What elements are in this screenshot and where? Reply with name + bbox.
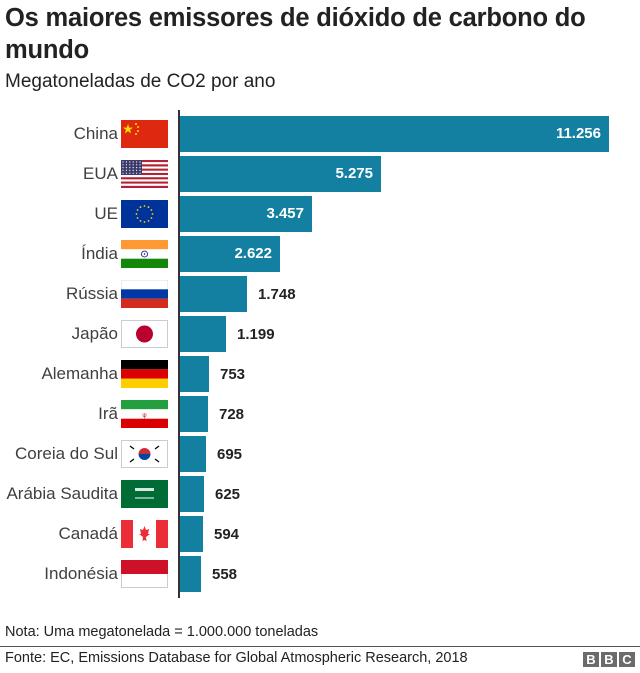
value-label: 695 (217, 446, 243, 463)
japan-flag-icon (121, 320, 168, 348)
value-label: 1.748 (258, 286, 296, 303)
bbc-logo-letter: C (619, 652, 635, 667)
bar-row: Canadá 594 (0, 516, 640, 556)
bar-row: Japão 1.199 (0, 316, 640, 356)
bar (180, 436, 206, 472)
source-text: Fonte: EC, Emissions Database for Global… (5, 650, 468, 666)
bar-row: UE 3.457 (0, 196, 640, 236)
bar-row: Indonésia 558 (0, 556, 640, 596)
bar (180, 516, 203, 552)
category-label: UE (94, 204, 118, 223)
bar (180, 116, 609, 152)
value-label: 558 (212, 566, 238, 583)
bar (180, 276, 247, 312)
category-label: Rússia (66, 284, 118, 303)
eu-flag-icon (121, 200, 168, 228)
value-label: 3.457 (266, 205, 304, 222)
value-label: 625 (215, 486, 241, 503)
bar (180, 236, 280, 272)
bar (180, 396, 208, 432)
indonesia-flag-icon (121, 560, 168, 588)
bar-row: EUA 5.275 (0, 156, 640, 196)
bar (180, 156, 381, 192)
value-label: 594 (214, 526, 240, 543)
bbc-logo-letter: B (583, 652, 599, 667)
bbc-logo-letter: B (601, 652, 617, 667)
bar-row: Índia 2.622 (0, 236, 640, 276)
bar-row: Arábia Saudita 625 (0, 476, 640, 516)
value-label: 5.275 (335, 165, 373, 182)
category-label: Irã (98, 404, 118, 423)
category-label: Coreia do Sul (14, 444, 118, 463)
bar (180, 356, 209, 392)
bar-row: Alemanha 753 (0, 356, 640, 396)
value-label: 11.256 (555, 125, 601, 142)
bar (180, 196, 312, 232)
category-label: Canadá (58, 524, 118, 543)
bar (180, 476, 204, 512)
chart-title: Os maiores emissores de dióxido de carbo… (5, 4, 586, 64)
bbc-logo: B B C (583, 652, 635, 667)
bar-row: Coreia do Sul 695 (0, 436, 640, 476)
bar-row: Rússia 1.748 (0, 276, 640, 316)
iran-flag-icon: ψ (121, 400, 168, 428)
china-flag-icon (121, 120, 168, 148)
canada-flag-icon (121, 520, 168, 548)
bar (180, 556, 201, 592)
usa-flag-icon (121, 160, 168, 188)
category-label: Índia (81, 244, 118, 263)
bar (180, 316, 226, 352)
russia-flag-icon (121, 280, 168, 308)
footer-divider (0, 646, 640, 647)
value-label: 753 (220, 366, 246, 383)
south-korea-flag-icon (121, 440, 168, 468)
category-label: China (73, 124, 118, 143)
category-label: EUA (83, 164, 118, 183)
value-label: 728 (219, 406, 245, 423)
value-label: 2.622 (234, 245, 272, 262)
bar-row: Irã ψ 728 (0, 396, 640, 436)
category-label: Arábia Saudita (6, 484, 118, 503)
chart-subtitle: Megatoneladas de CO2 por ano (5, 71, 276, 92)
value-label: 1.199 (237, 326, 275, 343)
category-label: Alemanha (41, 364, 118, 383)
category-label: Japão (71, 324, 118, 343)
bar-row: China 11.256 (0, 116, 640, 156)
saudi-arabia-flag-icon (121, 480, 168, 508)
y-axis-line (178, 110, 180, 598)
footnote: Nota: Uma megatonelada = 1.000.000 tonel… (5, 624, 319, 640)
category-label: Indonésia (44, 564, 118, 583)
germany-flag-icon (121, 360, 168, 388)
svg-text:ψ: ψ (142, 413, 146, 419)
india-flag-icon (121, 240, 168, 268)
